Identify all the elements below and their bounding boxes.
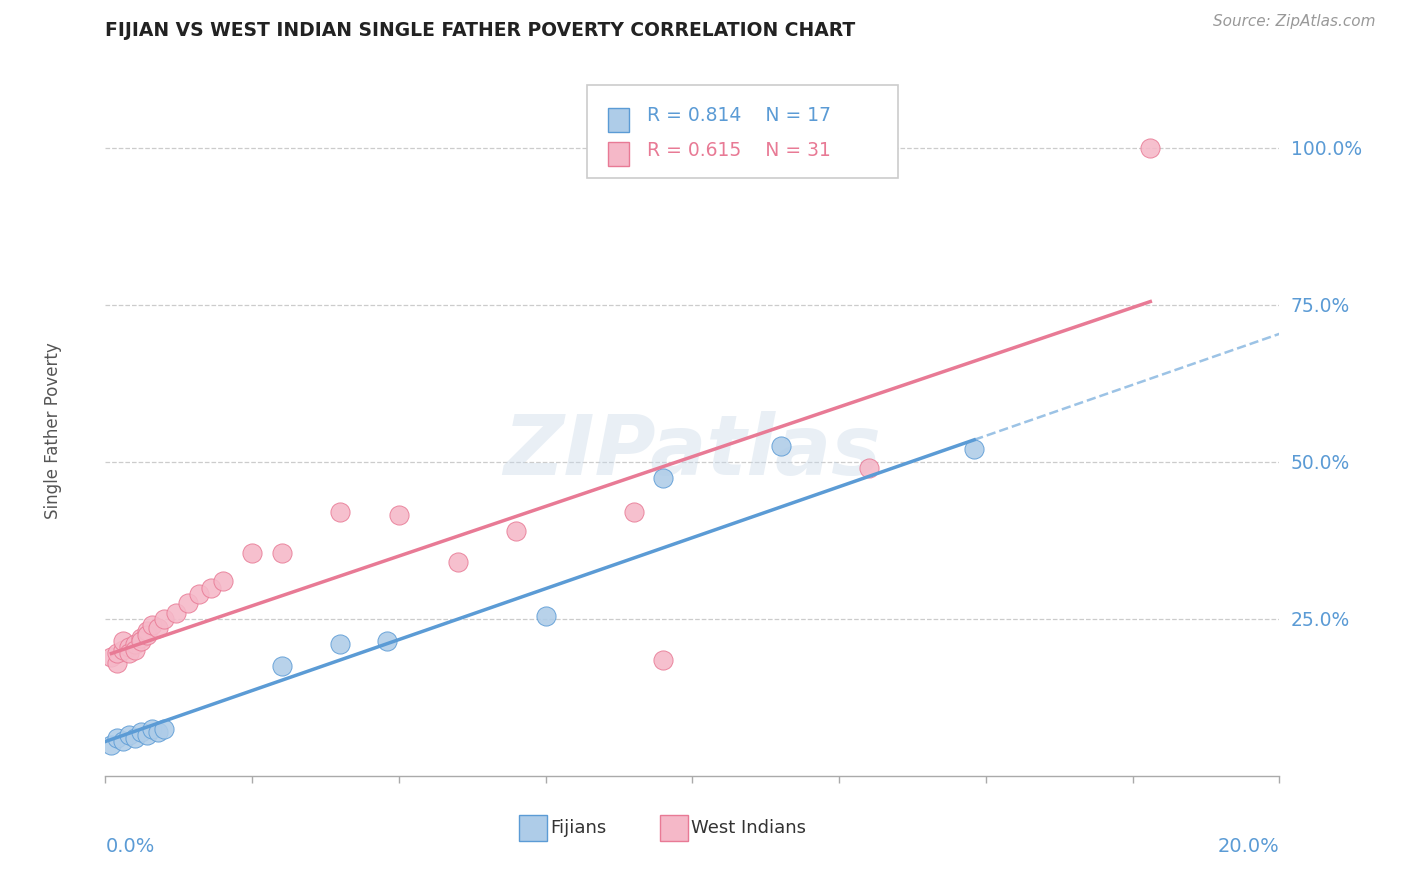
Point	[135, 627, 157, 641]
Point	[141, 618, 163, 632]
Text: ZIPatlas: ZIPatlas	[503, 410, 882, 491]
Text: R = 0.615    N = 31: R = 0.615 N = 31	[647, 141, 831, 160]
Point	[124, 643, 146, 657]
Text: West Indians: West Indians	[692, 819, 806, 837]
Point	[270, 659, 292, 673]
Point	[105, 647, 128, 661]
FancyBboxPatch shape	[519, 814, 547, 841]
Point	[105, 656, 128, 670]
Point	[124, 637, 146, 651]
Point	[270, 546, 292, 560]
Point	[329, 637, 352, 651]
Point	[858, 461, 880, 475]
Point	[211, 574, 233, 589]
Text: FIJIAN VS WEST INDIAN SINGLE FATHER POVERTY CORRELATION CHART: FIJIAN VS WEST INDIAN SINGLE FATHER POVE…	[105, 21, 856, 40]
Point	[1139, 140, 1161, 154]
Point	[446, 555, 468, 569]
Point	[375, 634, 398, 648]
Point	[153, 612, 176, 626]
Point	[388, 508, 411, 523]
Point	[148, 725, 170, 739]
FancyBboxPatch shape	[607, 143, 628, 166]
Text: R = 0.814    N = 17: R = 0.814 N = 17	[647, 106, 831, 126]
Point	[118, 647, 141, 661]
Point	[112, 734, 135, 748]
Point	[100, 738, 122, 752]
Point	[135, 624, 157, 639]
Point	[165, 606, 187, 620]
Point	[153, 722, 176, 736]
Point	[652, 470, 675, 484]
Point	[129, 631, 152, 645]
Point	[188, 587, 211, 601]
Point	[963, 442, 986, 457]
Point	[112, 634, 135, 648]
Point	[176, 596, 198, 610]
Text: Single Father Poverty: Single Father Poverty	[44, 342, 62, 519]
FancyBboxPatch shape	[607, 108, 628, 132]
Point	[769, 439, 792, 453]
Text: 20.0%: 20.0%	[1218, 837, 1279, 856]
Point	[100, 649, 122, 664]
Point	[129, 634, 152, 648]
Point	[112, 643, 135, 657]
Point	[623, 505, 645, 519]
FancyBboxPatch shape	[586, 85, 898, 178]
Text: Fijians: Fijians	[550, 819, 606, 837]
Point	[105, 731, 128, 746]
Point	[135, 728, 157, 742]
FancyBboxPatch shape	[659, 814, 688, 841]
Point	[534, 608, 557, 623]
Point	[129, 725, 152, 739]
Point	[148, 621, 170, 635]
Point	[240, 546, 263, 560]
Point	[200, 581, 222, 595]
Point	[118, 640, 141, 655]
Point	[124, 731, 146, 746]
Text: Source: ZipAtlas.com: Source: ZipAtlas.com	[1212, 13, 1375, 29]
Point	[118, 728, 141, 742]
Text: 0.0%: 0.0%	[105, 837, 155, 856]
Point	[141, 722, 163, 736]
Point	[505, 524, 527, 538]
Point	[652, 653, 675, 667]
Point	[329, 505, 352, 519]
